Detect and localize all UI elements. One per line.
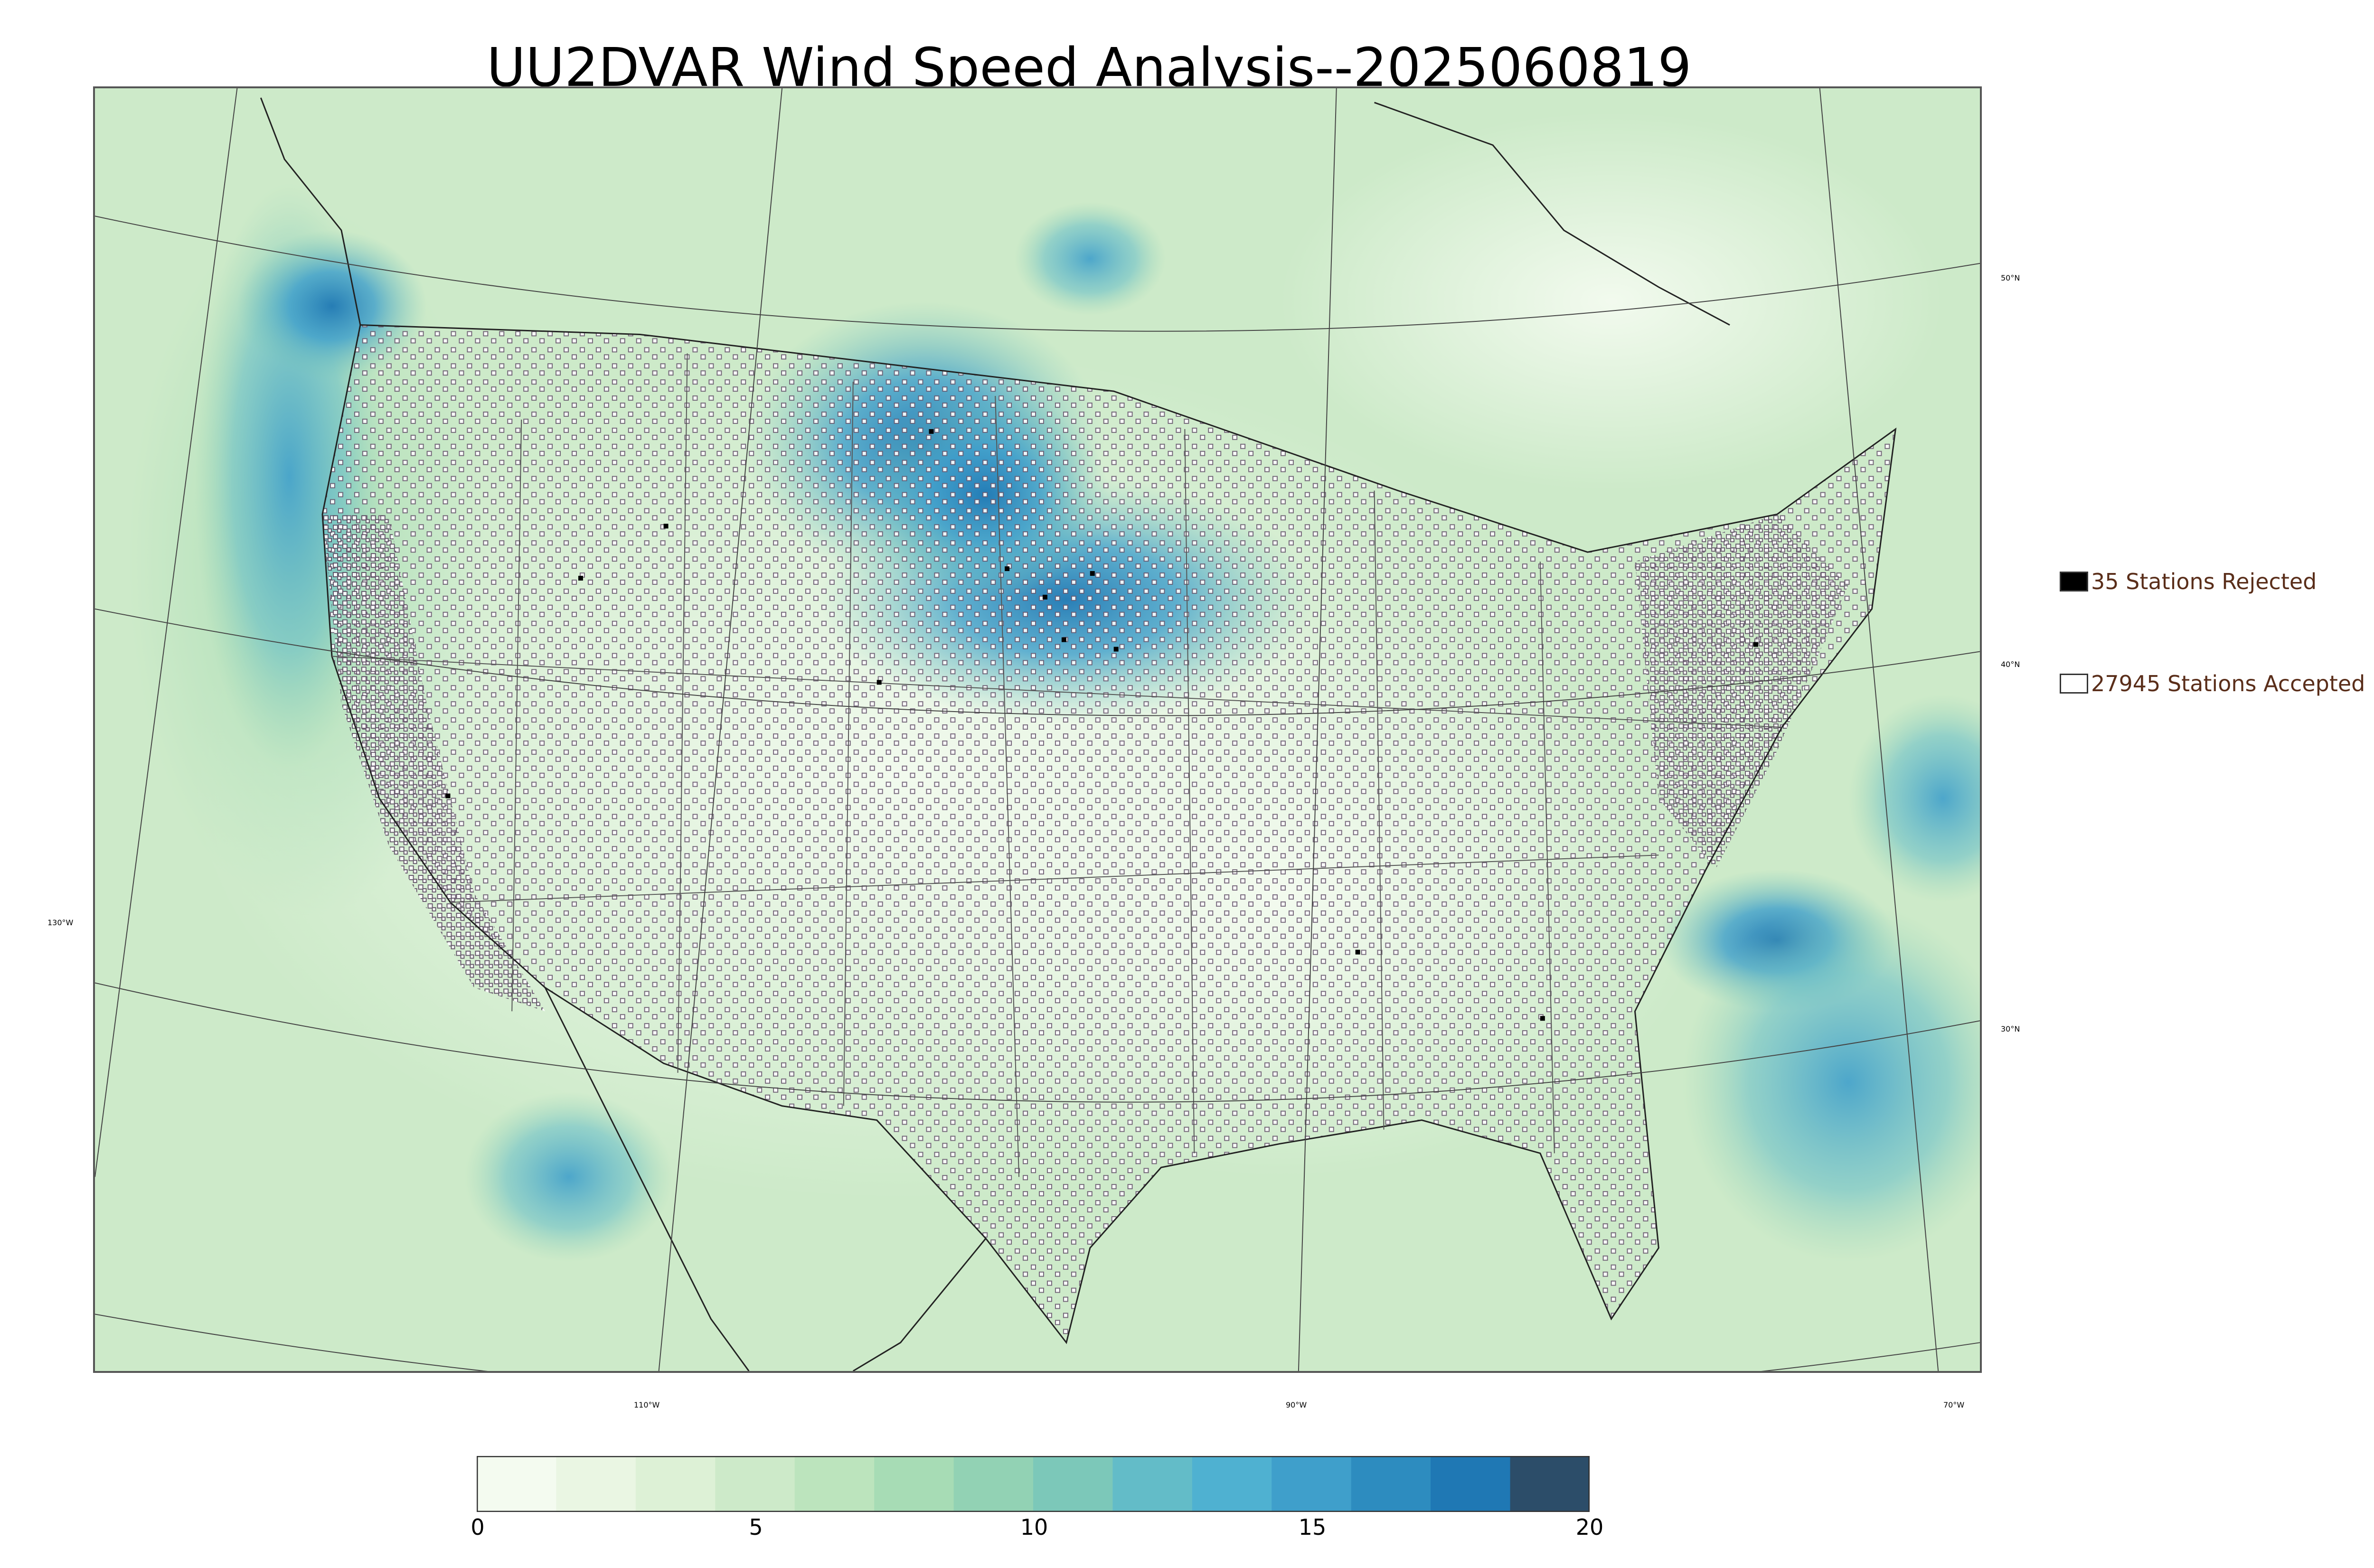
- colorbar-segment: [1510, 1456, 1590, 1512]
- legend-rejected: 35 Stations Rejected: [2060, 567, 2317, 596]
- wind-speed-map: [95, 88, 1980, 1371]
- colorbar-segment: [953, 1456, 1034, 1512]
- colorbar-segment: [794, 1456, 875, 1512]
- colorbar-tick-10: 10: [1020, 1514, 1048, 1540]
- colorbar-segment: [1112, 1456, 1193, 1512]
- legend-accepted-label: 27945 Stations Accepted: [2091, 671, 2365, 696]
- accepted-station-swatch: [2060, 674, 2088, 694]
- lat-label-40n: 40°N: [2001, 660, 2020, 669]
- colorbar-segment: [1431, 1456, 1511, 1512]
- lat-label-30n: 30°N: [2001, 1024, 2020, 1033]
- map-panel[interactable]: [93, 86, 1982, 1373]
- colorbar-segment: [715, 1456, 795, 1512]
- colorbar-segment: [635, 1456, 716, 1512]
- colorbar-tick-5: 5: [749, 1514, 763, 1540]
- colorbar-segment: [1192, 1456, 1272, 1512]
- colorbar-tick-0: 0: [471, 1514, 485, 1540]
- rejected-station-swatch: [2060, 572, 2088, 592]
- lat-label-50n: 50°N: [2001, 273, 2020, 282]
- colorbar-tick-20: 20: [1575, 1514, 1604, 1540]
- colorbar-segment: [1351, 1456, 1432, 1512]
- wind-speed-colorbar: [477, 1456, 1590, 1512]
- colorbar-border: [477, 1456, 1590, 1512]
- lon-label-130w: 130°W: [47, 918, 74, 927]
- lon-label-110w: 110°W: [634, 1400, 660, 1409]
- lon-label-70w: 70°W: [1943, 1400, 1965, 1409]
- legend-rejected-label: 35 Stations Rejected: [2091, 569, 2317, 594]
- colorbar-segment: [1033, 1456, 1113, 1512]
- lon-label-90w: 90°W: [1286, 1400, 1307, 1409]
- colorbar-segment: [874, 1456, 954, 1512]
- colorbar-segment: [477, 1456, 557, 1512]
- colorbar-segment: [1272, 1456, 1352, 1512]
- colorbar-segment: [556, 1456, 636, 1512]
- legend-accepted: 27945 Stations Accepted: [2060, 669, 2365, 698]
- colorbar-tick-15: 15: [1298, 1514, 1327, 1540]
